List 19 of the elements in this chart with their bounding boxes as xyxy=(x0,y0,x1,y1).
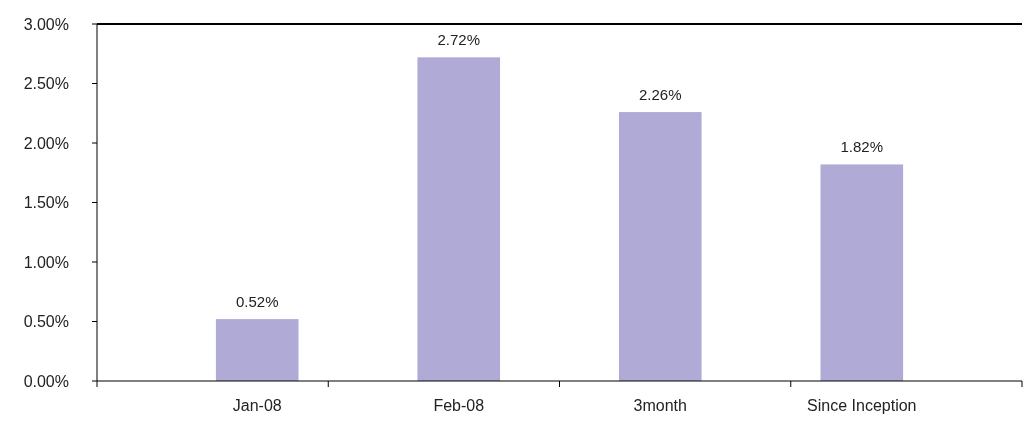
data-label: 0.52% xyxy=(235,293,279,311)
data-label: 2.26% xyxy=(638,86,682,104)
data-label: 2.72% xyxy=(437,31,481,49)
y-tick-label: 1.00% xyxy=(23,253,69,271)
y-tick-label: 1.50% xyxy=(23,194,69,212)
bar xyxy=(618,112,702,381)
x-tick-label: Jan-08 xyxy=(232,397,282,414)
bar xyxy=(215,319,299,381)
bar xyxy=(417,57,501,381)
y-tick-label: 0.50% xyxy=(23,313,69,331)
y-tick-label: 2.50% xyxy=(23,75,69,93)
x-tick-label: Feb-08 xyxy=(433,397,485,414)
y-tick-label: 3.00% xyxy=(23,15,69,33)
y-tick-label: 0.00% xyxy=(23,372,69,390)
bar xyxy=(820,164,904,381)
x-tick-label: 3month xyxy=(633,397,687,414)
y-tick-label: 2.00% xyxy=(23,134,69,152)
x-tick-label: Since Inception xyxy=(807,397,917,414)
data-label: 1.82% xyxy=(840,138,884,156)
